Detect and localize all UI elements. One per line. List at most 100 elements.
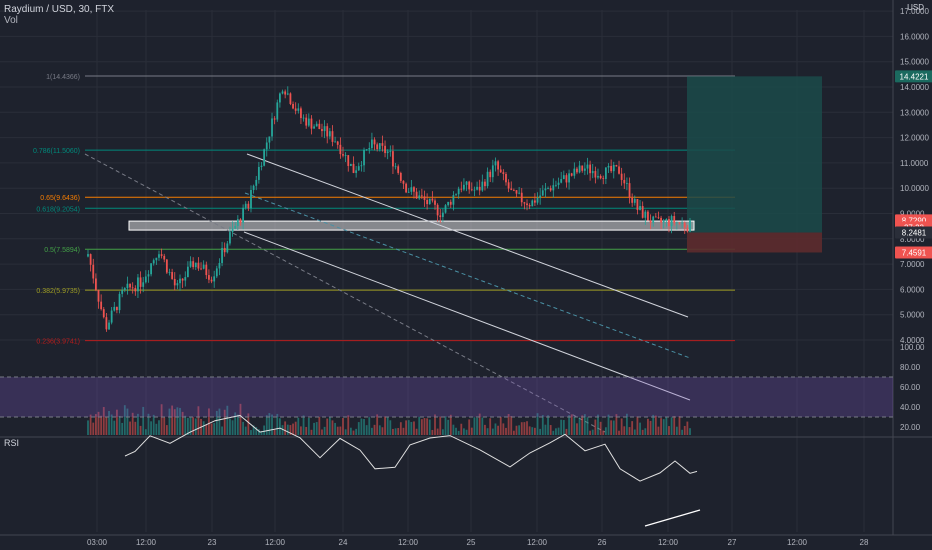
candle-body bbox=[276, 102, 279, 120]
support-zone[interactable] bbox=[128, 220, 695, 231]
candle-body bbox=[675, 222, 678, 224]
volume-bar bbox=[631, 421, 634, 435]
candle-body bbox=[586, 164, 589, 169]
volume-bar bbox=[683, 425, 686, 435]
volume-bar bbox=[641, 429, 644, 435]
candle-body bbox=[139, 277, 142, 287]
candle-body bbox=[618, 166, 620, 174]
volume-bar bbox=[110, 414, 113, 435]
candle-body bbox=[505, 173, 507, 183]
volume-bar bbox=[457, 430, 460, 435]
candle-body bbox=[420, 195, 423, 197]
volume-bar bbox=[236, 414, 239, 435]
volume-bar bbox=[336, 426, 339, 435]
volume-bar bbox=[481, 417, 484, 435]
candle-body bbox=[628, 183, 631, 198]
volume-bar bbox=[578, 417, 581, 435]
candle-body bbox=[502, 172, 505, 174]
candle-body bbox=[334, 141, 337, 143]
candle-body bbox=[218, 263, 221, 269]
volume-bar bbox=[599, 421, 602, 435]
channel-median-line[interactable] bbox=[244, 192, 691, 359]
candle-body bbox=[271, 118, 273, 137]
volume-bar bbox=[334, 422, 337, 435]
volume-bar bbox=[589, 430, 592, 435]
rsi-divergence-line[interactable] bbox=[644, 509, 701, 527]
profit-zone[interactable] bbox=[687, 76, 822, 233]
candle-body bbox=[268, 136, 271, 143]
rsi-axis-label: 60.00 bbox=[900, 383, 921, 392]
candle-body bbox=[631, 197, 634, 203]
candle-body bbox=[583, 168, 586, 171]
price-axis-label: 17.0000 bbox=[900, 7, 929, 16]
candle-body bbox=[336, 141, 339, 145]
volume-label: Vol bbox=[4, 15, 18, 26]
candle-body bbox=[339, 144, 342, 155]
candle-body bbox=[118, 293, 121, 311]
volume-bar bbox=[268, 413, 271, 435]
volume-bar bbox=[365, 425, 368, 435]
volume-bar bbox=[323, 426, 326, 435]
time-axis-label: 12:00 bbox=[658, 538, 679, 547]
candle-body bbox=[352, 163, 355, 173]
candle-body bbox=[260, 165, 263, 167]
volume-bar bbox=[229, 418, 231, 435]
candle-body bbox=[137, 277, 139, 292]
channel-upper-line[interactable] bbox=[246, 153, 689, 318]
volume-bar bbox=[449, 414, 452, 435]
volume-bar bbox=[573, 416, 576, 435]
candle-body bbox=[520, 192, 523, 203]
volume-bar bbox=[386, 417, 389, 435]
volume-bar bbox=[544, 424, 547, 435]
fib-trend-line[interactable] bbox=[84, 153, 606, 433]
candle-body bbox=[181, 278, 184, 281]
volume-bar bbox=[265, 415, 268, 435]
candle-body bbox=[202, 264, 205, 269]
volume-bar bbox=[618, 430, 620, 435]
volume-bar bbox=[342, 417, 344, 435]
volume-bar bbox=[555, 428, 557, 435]
candle-body bbox=[533, 200, 536, 203]
volume-bar bbox=[289, 425, 292, 435]
candle-body bbox=[281, 91, 284, 94]
candle-body bbox=[168, 272, 171, 273]
volume-bar bbox=[118, 415, 121, 435]
price-axis-label: 8.0000 bbox=[900, 235, 925, 244]
volume-bar bbox=[434, 414, 436, 435]
volume-bar bbox=[436, 428, 439, 435]
volume-bar bbox=[155, 423, 158, 435]
volume-bar bbox=[505, 427, 507, 435]
candle-body bbox=[194, 262, 197, 268]
volume-bar bbox=[392, 428, 394, 435]
volume-bar bbox=[292, 423, 294, 435]
channel-lower-line[interactable] bbox=[243, 231, 691, 401]
volume-bar bbox=[405, 420, 407, 435]
candle-body bbox=[431, 198, 434, 201]
entry-price-tag: 8.2481 bbox=[902, 229, 927, 238]
candle-body bbox=[144, 276, 147, 283]
candle-body bbox=[615, 165, 618, 167]
loss-zone[interactable] bbox=[687, 232, 822, 253]
volume-bar bbox=[176, 407, 179, 435]
fib-level-label: 0.618(9.2054) bbox=[36, 206, 80, 213]
volume-bar bbox=[173, 409, 176, 435]
candle-body bbox=[428, 198, 431, 205]
volume-bar bbox=[137, 413, 139, 435]
candle-body bbox=[557, 182, 560, 185]
candle-body bbox=[368, 147, 371, 150]
candle-body bbox=[150, 263, 152, 275]
candle-body bbox=[441, 212, 444, 217]
symbol-title: Raydium / USD, 30, FTX bbox=[4, 4, 115, 15]
volume-bar bbox=[371, 427, 373, 435]
volume-bar bbox=[654, 415, 657, 435]
candle-body bbox=[386, 151, 389, 154]
candle-body bbox=[208, 275, 210, 280]
candle-body bbox=[662, 220, 665, 223]
candle-body bbox=[599, 175, 602, 179]
volume-bar bbox=[526, 421, 528, 435]
candle-body bbox=[116, 306, 118, 311]
volume-bar bbox=[491, 428, 494, 435]
candle-body bbox=[689, 220, 691, 232]
price-axis-label: 6.0000 bbox=[900, 285, 925, 294]
